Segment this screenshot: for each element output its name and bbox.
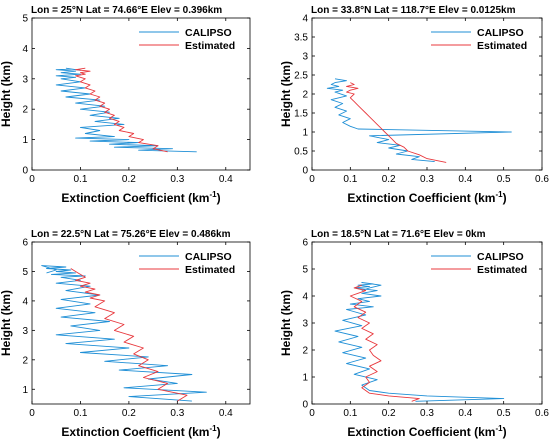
x-tick-label: 0.5 [497,408,511,419]
x-axis-label: Extinction Coefficient (km-1) [61,424,220,439]
axes-frame [31,17,251,171]
legend-label-calipso: CALIPSO [477,251,524,263]
x-tick-label: 0.4 [458,174,472,185]
chart-title: Lon = 22.5°N Lat = 75.26°E Elev = 0.486k… [31,229,231,240]
y-tick-label: 0 [302,400,308,411]
series-line-calipso [334,282,505,402]
chart-panel-4: Lon = 18.5°N Lat = 71.6°E Elev = 0km 0 0.1… [279,229,549,439]
y-axis-label: Height (km) [279,61,293,127]
y-axis-label: Height (km) [0,290,13,356]
y-tick-label: 2 [22,105,28,116]
y-tick-label: 1 [22,385,28,396]
x-tick-label: 0.6 [535,408,549,419]
y-tick-label: 4 [302,14,308,25]
x-axis-label: Extinction Coefficient (km-1) [61,190,220,205]
y-tick-label: 3 [302,52,308,63]
x-tick-label: 0.1 [343,174,357,185]
y-tick-label: 6 [22,238,28,249]
y-tick-label: 2.5 [294,71,308,82]
legend-label-estimated: Estimated [477,264,527,276]
y-tick-label: 4 [22,296,28,307]
y-tick-label: 5 [22,267,28,278]
y-tick-label: 2 [302,90,308,101]
x-tick-label: 0 [29,174,35,185]
x-tick-label: 0 [309,174,315,185]
series-group [326,78,512,163]
chart-panel-3: Lon = 22.5°N Lat = 75.26°E Elev = 0.486k… [0,229,251,439]
legend-label-calipso: CALIPSO [185,27,232,39]
y-tick-label: 3.5 [294,33,308,44]
series-group [334,282,505,402]
x-tick-label: 0.4 [458,408,472,419]
x-tick-label: 0.3 [420,408,434,419]
x-tick-label: 0.2 [122,174,136,185]
series-group [55,67,197,153]
x-tick-label: 0 [29,408,35,419]
x-axis-label: Extinction Coefficient (km-1) [347,190,506,205]
x-tick-label: 0.4 [219,408,233,419]
y-tick-label: 0 [22,166,28,177]
y-tick-label: 3 [22,326,28,337]
series-line-calipso [55,67,197,153]
x-tick-label: 0.1 [73,408,87,419]
x-axis-label: Extinction Coefficient (km-1) [347,424,506,439]
axes-frame [31,241,251,405]
x-tick-label: 0.1 [73,174,87,185]
legend-label-calipso: CALIPSO [185,251,232,263]
x-tick-label: 0.6 [535,174,549,185]
x-tick-label: 0.5 [497,174,511,185]
series-line-estimated [75,67,168,153]
x-tick-label: 0.2 [382,408,396,419]
series-line-estimated [70,268,188,402]
x-tick-label: 0.4 [219,174,233,185]
y-tick-label: 1 [302,128,308,139]
legend-label-calipso: CALIPSO [477,27,524,39]
y-tick-label: 2 [22,355,28,366]
y-tick-label: 5 [22,14,28,25]
y-axis-label: Height (km) [279,290,293,356]
x-tick-label: 0.3 [170,174,184,185]
y-tick-label: 2 [302,346,308,357]
chart-title: Lon = 33.8°N Lat = 118.7°E Elev = 0.0125… [311,5,516,16]
y-tick-label: 4 [22,44,28,55]
x-tick-label: 0.2 [382,174,396,185]
legend-label-estimated: Estimated [185,40,235,52]
y-tick-label: 3 [22,74,28,85]
x-tick-label: 0.3 [420,174,434,185]
y-tick-label: 1 [302,373,308,384]
y-tick-label: 0 [302,166,308,177]
y-axis-label: Height (km) [0,61,13,127]
y-tick-label: 4 [302,292,308,303]
chart-title: Lon = 18.5°N Lat = 71.6°E Elev = 0km [311,229,486,240]
series-line-calipso [326,78,512,163]
x-tick-label: 0.3 [170,408,184,419]
x-tick-label: 0.1 [343,408,357,419]
x-tick-label: 0 [309,408,315,419]
y-tick-label: 5 [302,265,308,276]
y-tick-label: 6 [302,238,308,249]
y-tick-label: 1 [22,135,28,146]
series-line-estimated [349,284,420,402]
legend-label-estimated: Estimated [477,40,527,52]
chart-title: Lon = 25°N Lat = 74.66°E Elev = 0.396km [31,5,222,16]
y-tick-label: 3 [302,319,308,330]
series-line-estimated [346,82,447,163]
series-group [41,265,207,402]
y-tick-label: 1.5 [294,109,308,120]
y-tick-label: 0.5 [294,147,308,158]
legend-label-estimated: Estimated [185,264,235,276]
chart-panel-2: Lon = 33.8°N Lat = 118.7°E Elev = 0.0125… [279,5,549,205]
x-tick-label: 0.2 [122,408,136,419]
chart-panel-1: Lon = 25°N Lat = 74.66°E Elev = 0.396km 0… [0,5,251,205]
